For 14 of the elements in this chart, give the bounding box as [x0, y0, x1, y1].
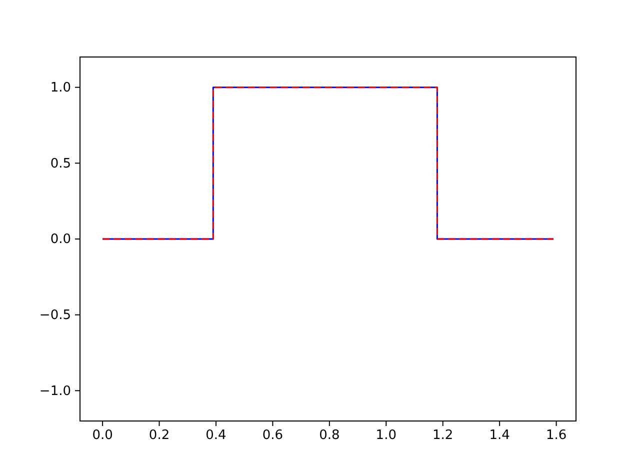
- x-tick-label: 1.6: [546, 428, 567, 444]
- x-tick-label: 1.4: [489, 428, 510, 444]
- y-tick-label: −1.0: [39, 384, 71, 399]
- x-tick-label: 1.2: [432, 428, 454, 444]
- x-tick-label: 1.0: [376, 428, 396, 444]
- y-tick-label: 0.0: [50, 232, 71, 248]
- x-tick-label: 0.4: [206, 428, 226, 444]
- x-tick-label: 0.0: [92, 428, 113, 444]
- x-tick-label: 0.6: [262, 428, 284, 444]
- x-tick-label: 0.2: [148, 428, 170, 444]
- x-tick-label: 0.8: [319, 428, 340, 444]
- y-tick-label: 0.5: [50, 156, 71, 172]
- y-tick-label: −0.5: [39, 308, 71, 323]
- y-tick-label: 1.0: [50, 80, 71, 96]
